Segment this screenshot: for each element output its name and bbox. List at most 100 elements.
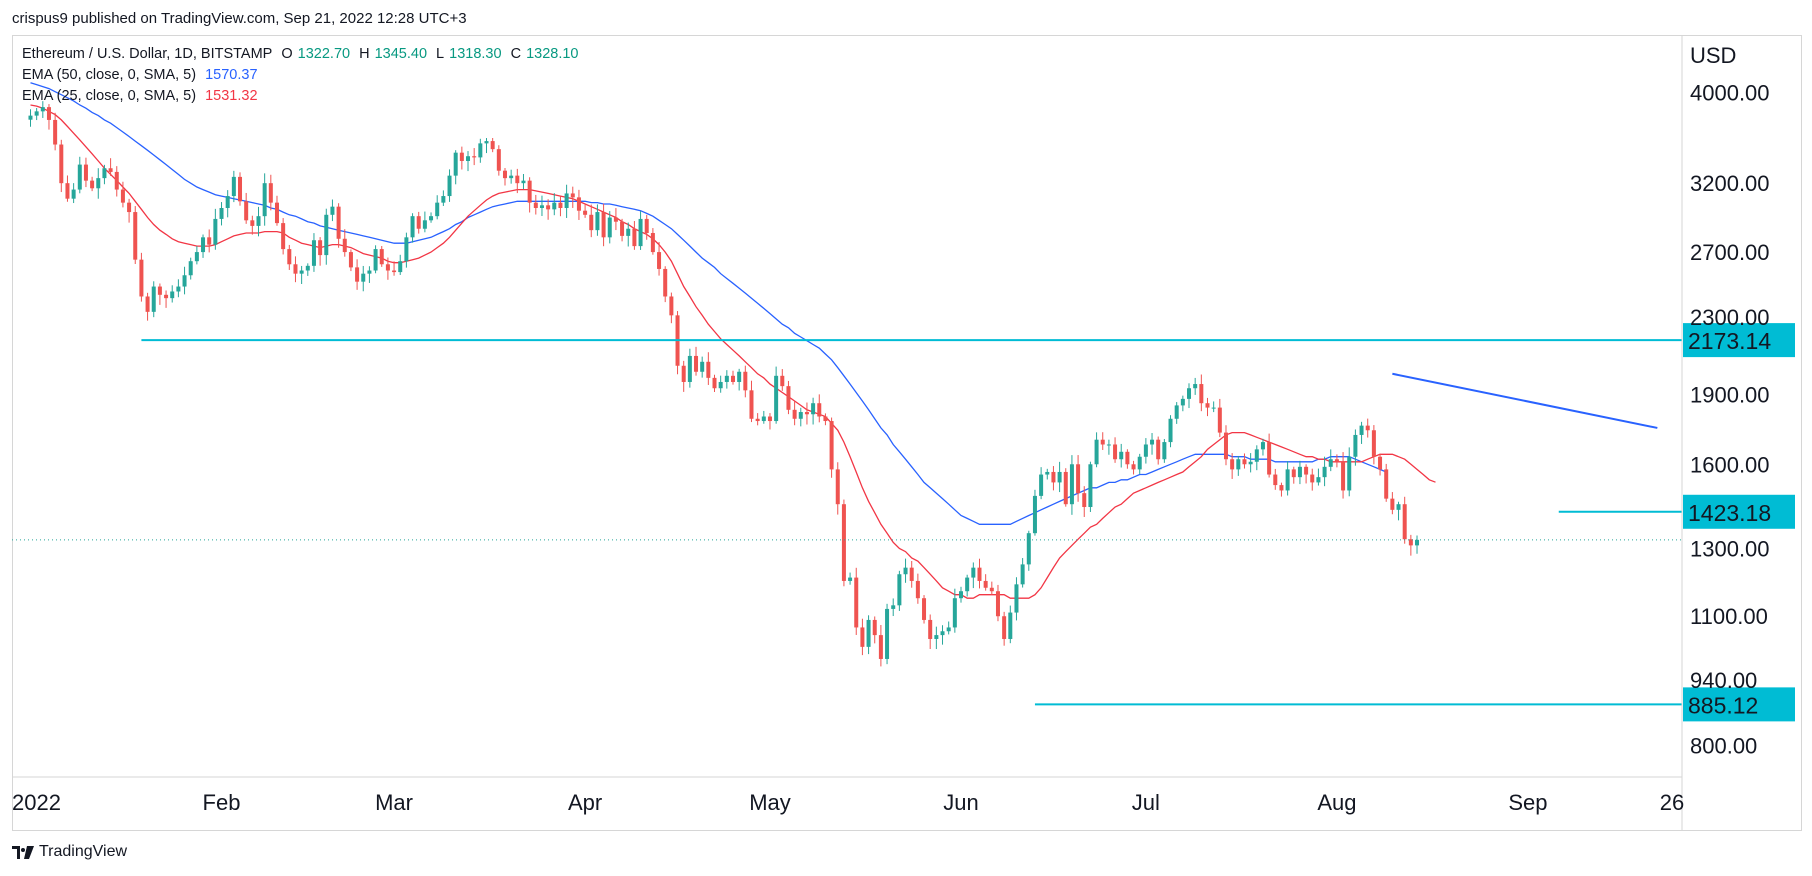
candle-body xyxy=(1359,425,1364,435)
candle-body xyxy=(694,355,699,372)
candle-body xyxy=(811,403,816,415)
candle-body xyxy=(983,580,988,588)
candle-body xyxy=(1267,442,1272,475)
candle-body xyxy=(1051,471,1056,483)
candle-body xyxy=(225,196,230,208)
candle-body xyxy=(1341,461,1346,491)
ema50-legend-row[interactable]: EMA (50, close, 0, SMA, 5) 1570.37 xyxy=(22,65,583,86)
candle-body xyxy=(909,567,914,581)
candle-body xyxy=(1069,464,1074,505)
candle-body xyxy=(1057,471,1062,483)
candle-body xyxy=(422,220,427,229)
candle-body xyxy=(774,375,779,422)
candle-body xyxy=(250,220,255,226)
candle-body xyxy=(490,141,495,150)
high-value: 1345.40 xyxy=(374,46,428,62)
candle-body xyxy=(305,265,310,271)
candle-body xyxy=(613,217,618,222)
candle-body xyxy=(151,286,156,312)
chart-frame[interactable] xyxy=(12,35,1802,831)
candle-body xyxy=(392,270,397,273)
footer-brand[interactable]: TradingView xyxy=(12,843,127,861)
candle-body xyxy=(201,237,206,253)
x-tick-label: Sep xyxy=(1508,790,1547,815)
candle-body xyxy=(583,210,588,215)
candle-body xyxy=(472,156,477,158)
candle-body xyxy=(854,577,859,628)
candle-body xyxy=(330,206,335,215)
candle-body xyxy=(1408,539,1413,546)
drawing-layer: 2173.14 1423.18 885.12 xyxy=(12,323,1795,722)
candle-body xyxy=(176,286,181,292)
candle-body xyxy=(1285,469,1290,491)
candle-body xyxy=(268,183,273,203)
candle-body xyxy=(1328,459,1333,467)
candle-body xyxy=(786,386,791,410)
candle-body xyxy=(1248,461,1253,465)
candle-body xyxy=(632,228,637,247)
candle-body xyxy=(170,291,175,299)
candle-body xyxy=(1100,439,1105,445)
x-tick-label: 26 xyxy=(1660,790,1684,815)
ema25-value: 1531.32 xyxy=(205,88,258,104)
candle-body xyxy=(1230,459,1235,470)
candle-body xyxy=(96,178,101,189)
candle-body xyxy=(311,240,316,266)
candle-body xyxy=(1106,444,1111,446)
candle-body xyxy=(1088,464,1093,508)
candle-body xyxy=(866,619,871,647)
candle-body xyxy=(724,375,729,382)
candle-body xyxy=(903,567,908,575)
candle-body xyxy=(410,216,415,238)
candle-body xyxy=(478,143,483,158)
x-tick-label: May xyxy=(749,790,791,815)
candle-body xyxy=(398,261,403,273)
candle-body xyxy=(650,233,655,253)
y-tick-label: 3200.00 xyxy=(1690,171,1770,196)
candle-body xyxy=(182,275,187,287)
candle-body xyxy=(466,156,471,161)
candle-body xyxy=(638,218,643,247)
candle-body xyxy=(373,249,378,271)
x-tick-label: Jun xyxy=(943,790,978,815)
descending-trendline xyxy=(1392,372,1658,429)
candle-body xyxy=(1205,403,1210,408)
candle-body xyxy=(878,635,883,659)
candle-body xyxy=(336,206,341,239)
candle-body xyxy=(1187,388,1192,399)
candle-body xyxy=(546,205,551,210)
candle-body xyxy=(262,183,267,217)
candle-body xyxy=(669,296,674,316)
x-tick-label: Feb xyxy=(203,790,241,815)
price-chart[interactable]: 2173.14 1423.18 885.12 USD 800.00 940.00 1100… xyxy=(0,0,1812,840)
candle-body xyxy=(946,627,951,632)
candle-body xyxy=(1390,498,1395,510)
candle-body xyxy=(663,268,668,297)
candle-body xyxy=(1260,442,1265,450)
candle-body xyxy=(231,176,236,197)
candle-body xyxy=(1125,451,1130,465)
open-key: O xyxy=(281,46,293,62)
candle-body xyxy=(207,237,212,245)
candle-body xyxy=(1371,430,1376,457)
y-tick-label: 1900.00 xyxy=(1690,383,1770,408)
candle-body xyxy=(219,207,224,219)
publish-header: crispus9 published on TradingView.com, S… xyxy=(12,10,467,27)
y-tick-label: 1600.00 xyxy=(1690,452,1770,477)
chart-legend: Ethereum / U.S. Dollar, 1D, BITSTAMP O 13… xyxy=(22,44,583,107)
candle-body xyxy=(281,223,286,250)
candle-body xyxy=(730,375,735,382)
candle-body xyxy=(539,205,544,208)
ema25-legend-row[interactable]: EMA (25, close, 0, SMA, 5) 1531.32 xyxy=(22,86,583,107)
currency-label: USD xyxy=(1690,43,1736,68)
candle-body xyxy=(1143,444,1148,457)
candle-body xyxy=(1353,434,1358,457)
symbol-legend-row[interactable]: Ethereum / U.S. Dollar, 1D, BITSTAMP O 13… xyxy=(22,44,583,65)
candle-body xyxy=(318,240,323,256)
candle-body xyxy=(1137,456,1142,470)
candle-body xyxy=(570,193,575,198)
level-price-label: 885.12 xyxy=(1688,692,1758,718)
candle-body xyxy=(1002,616,1007,639)
candle-body xyxy=(1032,495,1037,534)
candle-body xyxy=(780,375,785,387)
